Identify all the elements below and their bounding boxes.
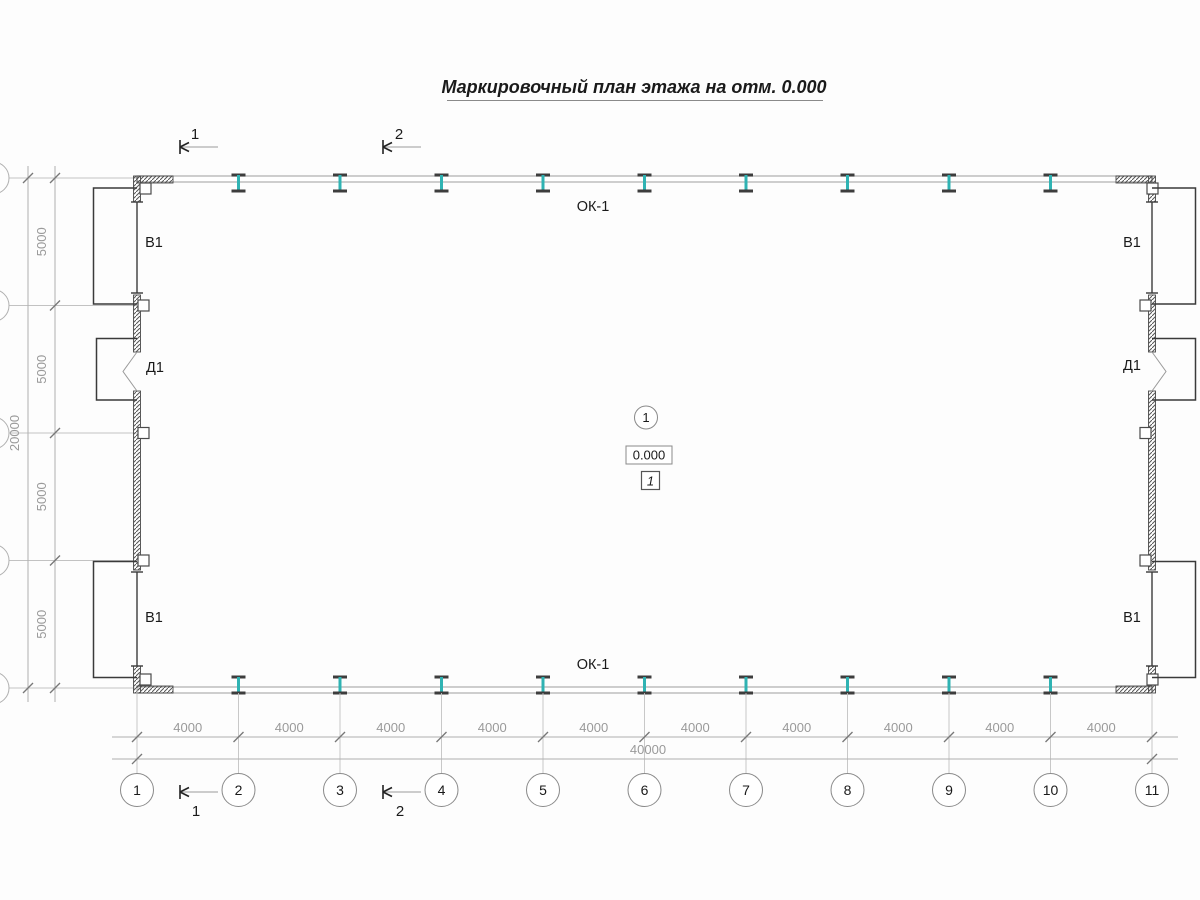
dim-bay-label: 4000 <box>1087 720 1116 735</box>
row-bubble-clipped <box>0 418 10 448</box>
dim-row-label: 5000 <box>34 227 49 256</box>
corner-angle-bottom-left <box>136 673 174 694</box>
dim-total-width-label: 40000 <box>630 742 666 757</box>
column-grid-bubbles: 1 2 3 4 5 6 7 8 9 10 11 <box>120 773 1169 807</box>
dim-bay-label: 4000 <box>376 720 405 735</box>
section-mark-bottom-1: 1 <box>179 785 218 820</box>
grid-bubble <box>221 773 256 807</box>
porch-bottom-right <box>1152 560 1197 679</box>
room-number-bubble <box>634 405 658 430</box>
floor-type-box <box>640 470 661 491</box>
steel-columns <box>230 173 1059 695</box>
wall-column-tabs <box>137 299 1152 567</box>
grid-bubble <box>526 773 560 807</box>
gate-opening-top-left <box>131 201 143 294</box>
grid-bubble-label: 8 <box>844 782 852 798</box>
grid-bubble <box>323 773 357 807</box>
grid-bubble-label: 4 <box>438 782 446 798</box>
dim-row-label: 5000 <box>34 610 49 639</box>
gate-mark-top-right: В1 <box>1123 235 1141 251</box>
porch-top-right <box>1152 187 1197 305</box>
window-mark-top: ОК-1 <box>577 199 610 215</box>
door-leaf-right <box>1151 351 1167 392</box>
gate-opening-bottom-left <box>131 571 143 667</box>
room-number: 1 <box>642 410 649 425</box>
row-bubble-clipped <box>0 673 10 703</box>
vertical-dimension-chain: 5000 5000 5000 5000 20000 <box>7 166 61 702</box>
elevation-value: 0.000 <box>633 448 666 463</box>
row-grid-lines <box>0 163 137 703</box>
section-mark-top-1: 1 <box>179 126 218 154</box>
section-number: 1 <box>192 803 200 820</box>
corner-angle-top-right <box>1115 175 1159 195</box>
elevation-box <box>625 445 673 465</box>
grid-bubble-label: 7 <box>742 782 750 798</box>
dim-row-label: 5000 <box>34 482 49 511</box>
gate-opening-top-right <box>1146 201 1158 294</box>
gate-opening-bottom-right <box>1146 571 1158 667</box>
row-bubble-clipped <box>0 163 10 193</box>
grid-bubble <box>932 773 966 807</box>
section-mark-top-2: 2 <box>382 126 421 154</box>
grid-bubble-label: 1 <box>133 782 141 798</box>
gate-mark-top-left: В1 <box>145 235 163 251</box>
grid-bubble <box>1033 773 1068 807</box>
grid-bubble <box>830 773 865 807</box>
dim-bay-label: 4000 <box>275 720 304 735</box>
porch-door-left <box>95 337 137 401</box>
page-title: Маркировочный план этажа на отм. 0.000 <box>441 77 826 97</box>
floor-type-number: 1 <box>647 474 654 489</box>
grid-bubble <box>1135 773 1169 807</box>
dim-bay-label: 4000 <box>478 720 507 735</box>
door-mark-left: Д1 <box>146 360 164 376</box>
horizontal-dimension-chain: 4000 4000 4000 4000 4000 4000 4000 4000 … <box>112 720 1178 765</box>
dim-bay-label: 4000 <box>782 720 811 735</box>
porch-bottom-left <box>92 560 137 679</box>
dim-row-label: 5000 <box>34 355 49 384</box>
grid-bubble-label: 9 <box>945 782 953 798</box>
row-bubble-clipped <box>0 545 10 576</box>
section-number: 2 <box>396 803 404 820</box>
grid-bubble-label: 11 <box>1145 782 1160 798</box>
grid-bubble <box>120 773 154 807</box>
gate-mark-bottom-left: В1 <box>145 610 163 626</box>
door-leaf-left <box>122 351 138 392</box>
dim-total-height-label: 20000 <box>7 415 22 451</box>
grid-bubble-label: 10 <box>1043 782 1059 798</box>
window-mark-bottom: ОК-1 <box>577 657 610 673</box>
dim-bay-label: 4000 <box>985 720 1014 735</box>
column-grid-lines <box>136 688 1153 774</box>
section-number: 2 <box>395 126 403 143</box>
grid-bubble-label: 5 <box>539 782 547 798</box>
grid-bubble <box>424 773 459 807</box>
dim-bay-label: 4000 <box>579 720 608 735</box>
corner-angle-bottom-right <box>1115 673 1159 694</box>
grid-bubble-label: 3 <box>336 782 344 798</box>
section-mark-bottom-2: 2 <box>382 785 421 820</box>
row-bubble-clipped <box>0 290 10 321</box>
door-mark-right: Д1 <box>1123 358 1141 374</box>
grid-bubble-label: 6 <box>641 782 649 798</box>
grid-bubble-label: 2 <box>235 782 243 798</box>
dim-bay-label: 4000 <box>173 720 202 735</box>
gate-mark-bottom-right: В1 <box>1123 610 1141 626</box>
porch-door-right <box>1152 337 1197 401</box>
section-number: 1 <box>191 126 199 143</box>
grid-bubble <box>729 773 763 807</box>
corner-angle-top-left <box>136 175 174 195</box>
grid-bubble <box>627 773 662 807</box>
dim-bay-label: 4000 <box>681 720 710 735</box>
porch-top-left <box>92 187 137 305</box>
dim-bay-label: 4000 <box>884 720 913 735</box>
